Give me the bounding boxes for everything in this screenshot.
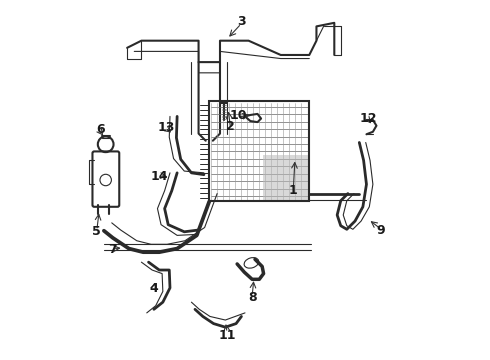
Text: 6: 6 — [96, 123, 105, 136]
Text: 13: 13 — [158, 121, 175, 134]
Text: 9: 9 — [376, 224, 385, 237]
Text: 4: 4 — [149, 283, 158, 296]
Text: 5: 5 — [93, 225, 101, 238]
Text: 8: 8 — [248, 291, 256, 305]
Text: 1: 1 — [289, 184, 297, 197]
Text: 11: 11 — [219, 329, 236, 342]
Text: 12: 12 — [360, 112, 377, 125]
Text: 2: 2 — [226, 120, 235, 133]
Text: 3: 3 — [237, 14, 246, 27]
Text: 10: 10 — [229, 109, 246, 122]
Text: 14: 14 — [150, 170, 168, 183]
Text: 7: 7 — [108, 243, 117, 256]
Bar — [209, 102, 309, 202]
Bar — [263, 155, 309, 202]
